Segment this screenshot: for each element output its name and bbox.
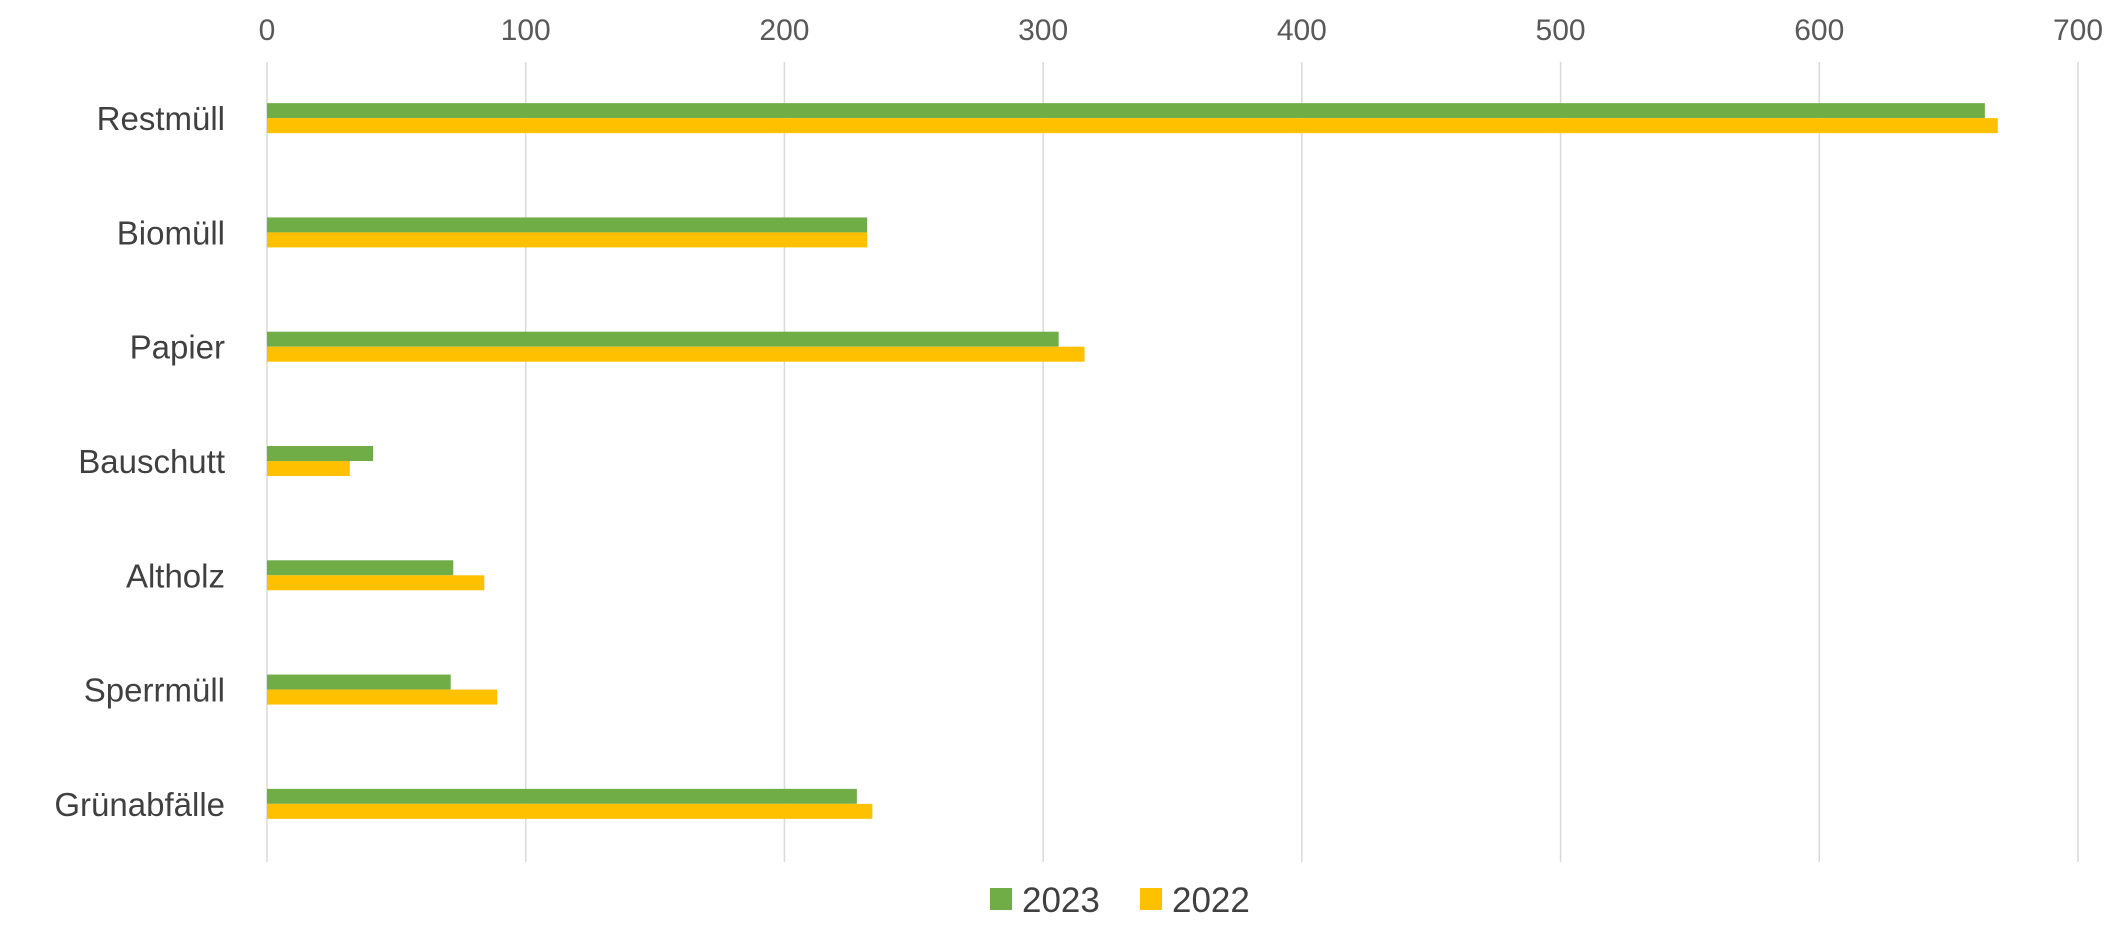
bar-2022 (267, 346, 1085, 362)
x-tick-label: 200 (759, 14, 809, 47)
category-label: Grünabfälle (54, 786, 225, 823)
x-tick-label: 700 (2053, 14, 2103, 47)
bar-2023 (267, 560, 454, 576)
bar-2023 (267, 103, 1985, 119)
category-label: Biomüll (117, 214, 225, 251)
x-axis-tick-labels: 0 100 200 300 400 500 600 700 (259, 14, 2103, 47)
category-label: Papier (130, 329, 225, 366)
bar-2023 (267, 217, 868, 233)
bar-2022 (267, 575, 485, 591)
legend-label-2023: 2023 (1022, 881, 1100, 920)
legend-swatch-2022 (1140, 888, 1162, 910)
x-tick-label: 100 (501, 14, 551, 47)
bar-2022 (267, 803, 873, 819)
x-tick-label: 400 (1277, 14, 1327, 47)
x-tick-label: 600 (1794, 14, 1844, 47)
bar-2023 (267, 788, 857, 804)
legend: 2023 2022 (990, 881, 1250, 920)
x-tick-label: 0 (259, 14, 276, 47)
gridlines (266, 62, 2079, 862)
category-label: Altholz (126, 557, 225, 594)
bar-2022 (267, 118, 1998, 134)
bar-2022 (267, 689, 498, 705)
x-tick-label: 500 (1536, 14, 1586, 47)
category-label: Restmüll (97, 100, 225, 137)
bar-2023 (267, 446, 374, 461)
bar-2022 (267, 232, 868, 248)
category-label: Sperrmüll (84, 672, 225, 709)
category-label: Bauschutt (78, 443, 225, 480)
legend-label-2022: 2022 (1172, 881, 1250, 920)
y-axis-category-labels: Restmüll Biomüll Papier Bauschutt Altholz Spe… (54, 100, 225, 823)
bar-2023 (267, 331, 1059, 347)
legend-swatch-2023 (990, 888, 1012, 910)
bar-2023 (267, 674, 451, 690)
bars (267, 103, 1998, 819)
x-tick-label: 300 (1018, 14, 1068, 47)
bar-2022 (267, 461, 350, 476)
